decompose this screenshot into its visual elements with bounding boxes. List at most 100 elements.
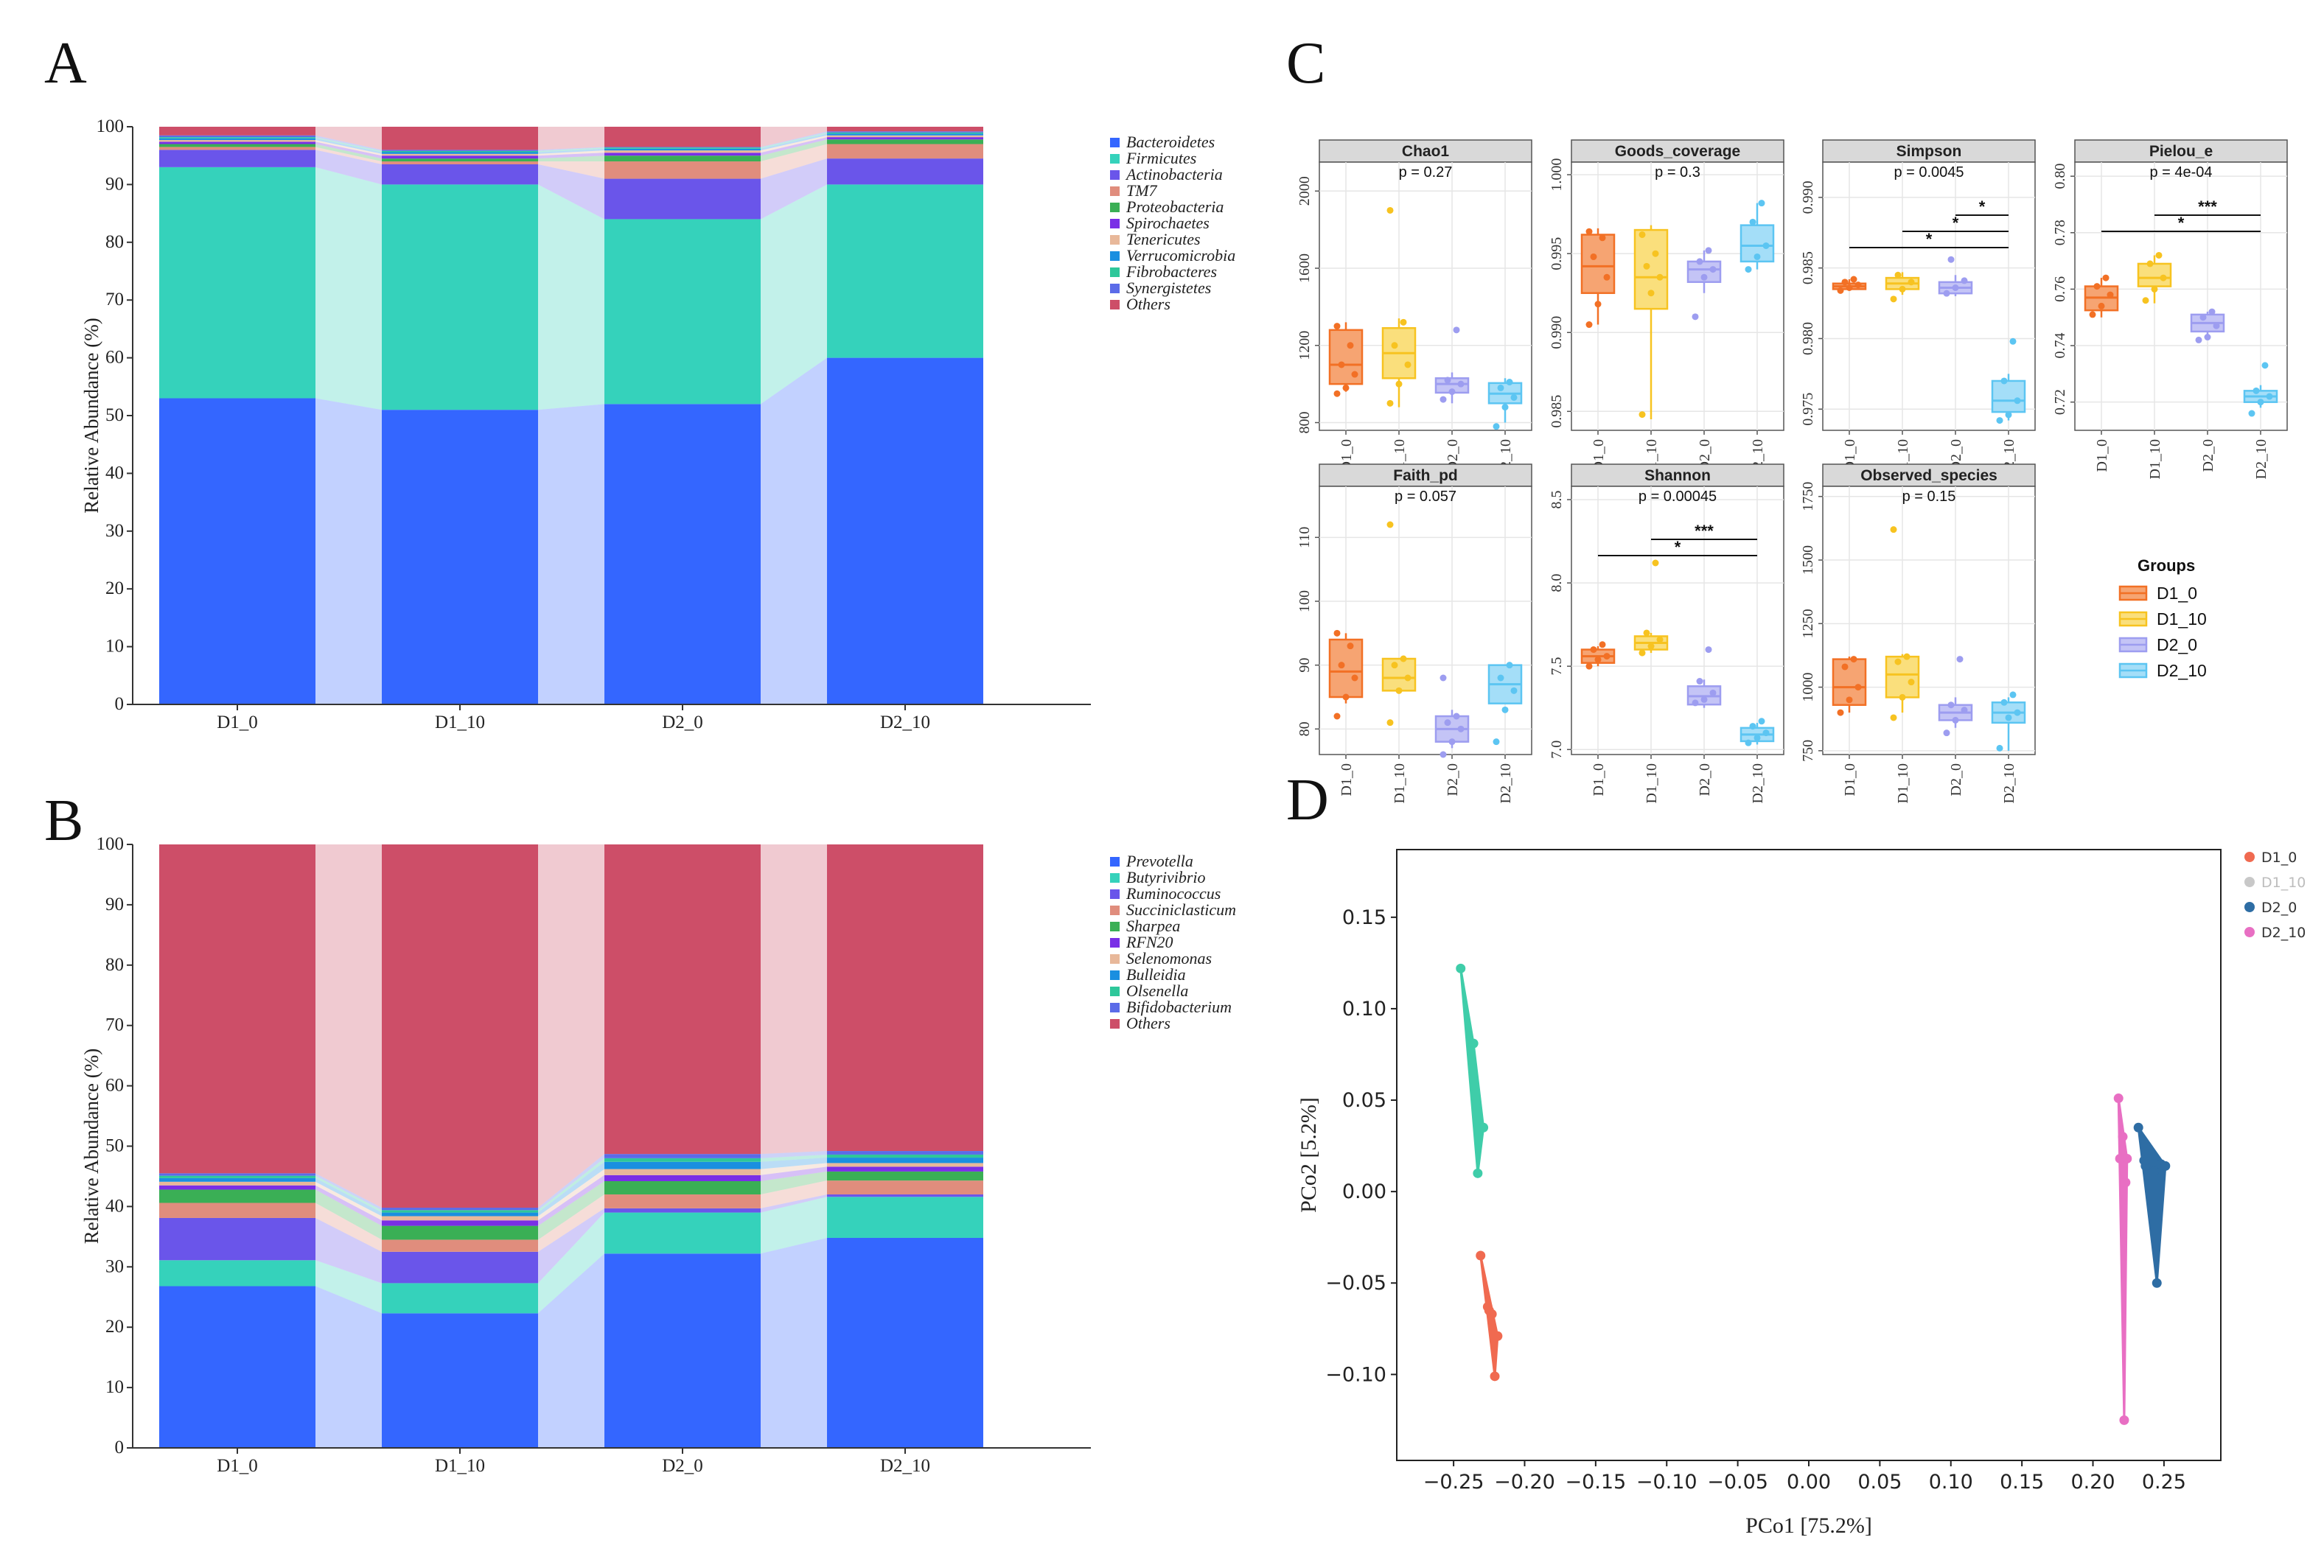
- bar-segment: [382, 1220, 538, 1226]
- data-point: [2098, 302, 2105, 309]
- legend-swatch: [1110, 235, 1120, 245]
- facet-panel: [1571, 486, 1784, 755]
- data-point: [1400, 655, 1407, 662]
- box: [1328, 638, 1364, 699]
- data-point: [1943, 729, 1950, 737]
- legend-swatch: [1110, 987, 1120, 996]
- data-point: [1754, 253, 1761, 260]
- data-point: [1479, 1122, 1489, 1133]
- legend-label: Proteobacteria: [1126, 197, 1224, 216]
- y-tick-label: 10: [105, 1377, 124, 1397]
- bar-segment: [159, 1286, 315, 1448]
- data-point: [1476, 1250, 1486, 1261]
- y-tick-label: 0.990: [1800, 181, 1816, 214]
- bar-segment: [827, 137, 983, 140]
- y-tick-label: 30: [105, 1256, 124, 1276]
- y-tick-label: 60: [105, 1076, 124, 1096]
- x-tick-label: D1_10: [435, 1456, 485, 1476]
- data-point: [2014, 397, 2021, 405]
- y-tick-label: 100: [97, 834, 125, 854]
- panel-label-d: D: [1286, 768, 1329, 833]
- legend-swatch: [1110, 300, 1120, 309]
- bar-segment: [159, 137, 315, 139]
- legend-label: Firmicutes: [1126, 149, 1196, 167]
- y-tick-label: 90: [105, 895, 124, 914]
- data-point: [1338, 361, 1345, 368]
- legend-swatch: [1110, 284, 1120, 293]
- flow-band: [538, 127, 604, 150]
- data-point: [1468, 1038, 1479, 1049]
- bar-segment: [827, 133, 983, 136]
- data-point: [1484, 1305, 1494, 1315]
- bar-segment: [159, 1177, 315, 1182]
- facet-title: Faith_pd: [1393, 467, 1458, 484]
- y-tick-label: 0: [115, 694, 125, 714]
- y-tick-label: 80: [105, 955, 124, 975]
- flow-band: [761, 1171, 827, 1195]
- x-tick-label: −0.10: [1636, 1471, 1697, 1494]
- data-point: [1749, 723, 1756, 730]
- data-point: [1947, 701, 1955, 709]
- x-tick-label: 0.10: [1929, 1471, 1973, 1494]
- data-point: [1947, 256, 1955, 263]
- data-point: [2151, 285, 2158, 293]
- y-tick-label: 70: [105, 290, 124, 309]
- data-point: [1351, 371, 1358, 378]
- legend-swatch: [1110, 203, 1120, 212]
- y-axis-label: Relative Abundance (%): [80, 318, 102, 513]
- legend-swatch: [1110, 954, 1120, 964]
- flow-band: [315, 140, 382, 156]
- flow-band: [315, 1181, 382, 1221]
- bar-segment: [827, 135, 983, 138]
- plot-frame: [1396, 849, 2222, 1461]
- data-point: [1692, 313, 1699, 321]
- data-point: [1837, 287, 1844, 294]
- data-point: [1709, 266, 1717, 273]
- p-value: p = 0.27: [1399, 164, 1453, 181]
- data-point: [1696, 258, 1703, 265]
- data-point: [1599, 641, 1606, 648]
- flow-band: [315, 135, 382, 151]
- bar-segment: [827, 1151, 983, 1155]
- bar-segment: [604, 1208, 761, 1213]
- data-point: [1391, 342, 1398, 349]
- bar-segment: [827, 1197, 983, 1238]
- data-point: [1493, 738, 1500, 746]
- bar-segment: [382, 844, 538, 1208]
- data-point: [1652, 559, 1659, 567]
- x-tick-label: D1_0: [217, 1456, 258, 1476]
- data-point: [1440, 674, 1447, 682]
- legend-label: D2_10: [2157, 661, 2207, 680]
- data-point: [2122, 1153, 2132, 1163]
- legend-label: Spirochaetes: [1126, 214, 1210, 232]
- flow-band: [315, 1286, 382, 1448]
- significance-label: *: [1953, 214, 1959, 232]
- bar-segment: [382, 1212, 538, 1217]
- flow-band: [761, 1194, 827, 1213]
- legend-swatch: [1110, 857, 1120, 867]
- x-tick-label: D2_0: [1697, 763, 1713, 796]
- data-point: [2121, 1177, 2131, 1188]
- legend-label: Verrucomicrobia: [1126, 246, 1235, 265]
- flow-band: [761, 127, 827, 147]
- significance-label: *: [1675, 538, 1681, 556]
- panel-label-b: B: [44, 788, 83, 853]
- significance-label: ***: [1695, 522, 1714, 540]
- legend-swatch: [1110, 873, 1120, 883]
- data-point: [1347, 643, 1354, 650]
- data-point: [1890, 526, 1897, 533]
- data-point: [2152, 1278, 2162, 1288]
- legend-label: Butyrivibrio: [1126, 868, 1206, 886]
- data-point: [1333, 323, 1341, 330]
- y-tick-label: 1500: [1800, 545, 1816, 575]
- data-point: [1705, 646, 1712, 654]
- bar-segment: [604, 127, 761, 147]
- bar-segment: [382, 153, 538, 156]
- flow-band: [315, 137, 382, 153]
- bar-segment: [159, 135, 315, 138]
- bar-segment: [382, 1210, 538, 1213]
- bar-segment: [604, 404, 761, 704]
- bar-segment: [382, 161, 538, 164]
- bar-segment: [159, 140, 315, 142]
- data-point: [1493, 1331, 1503, 1341]
